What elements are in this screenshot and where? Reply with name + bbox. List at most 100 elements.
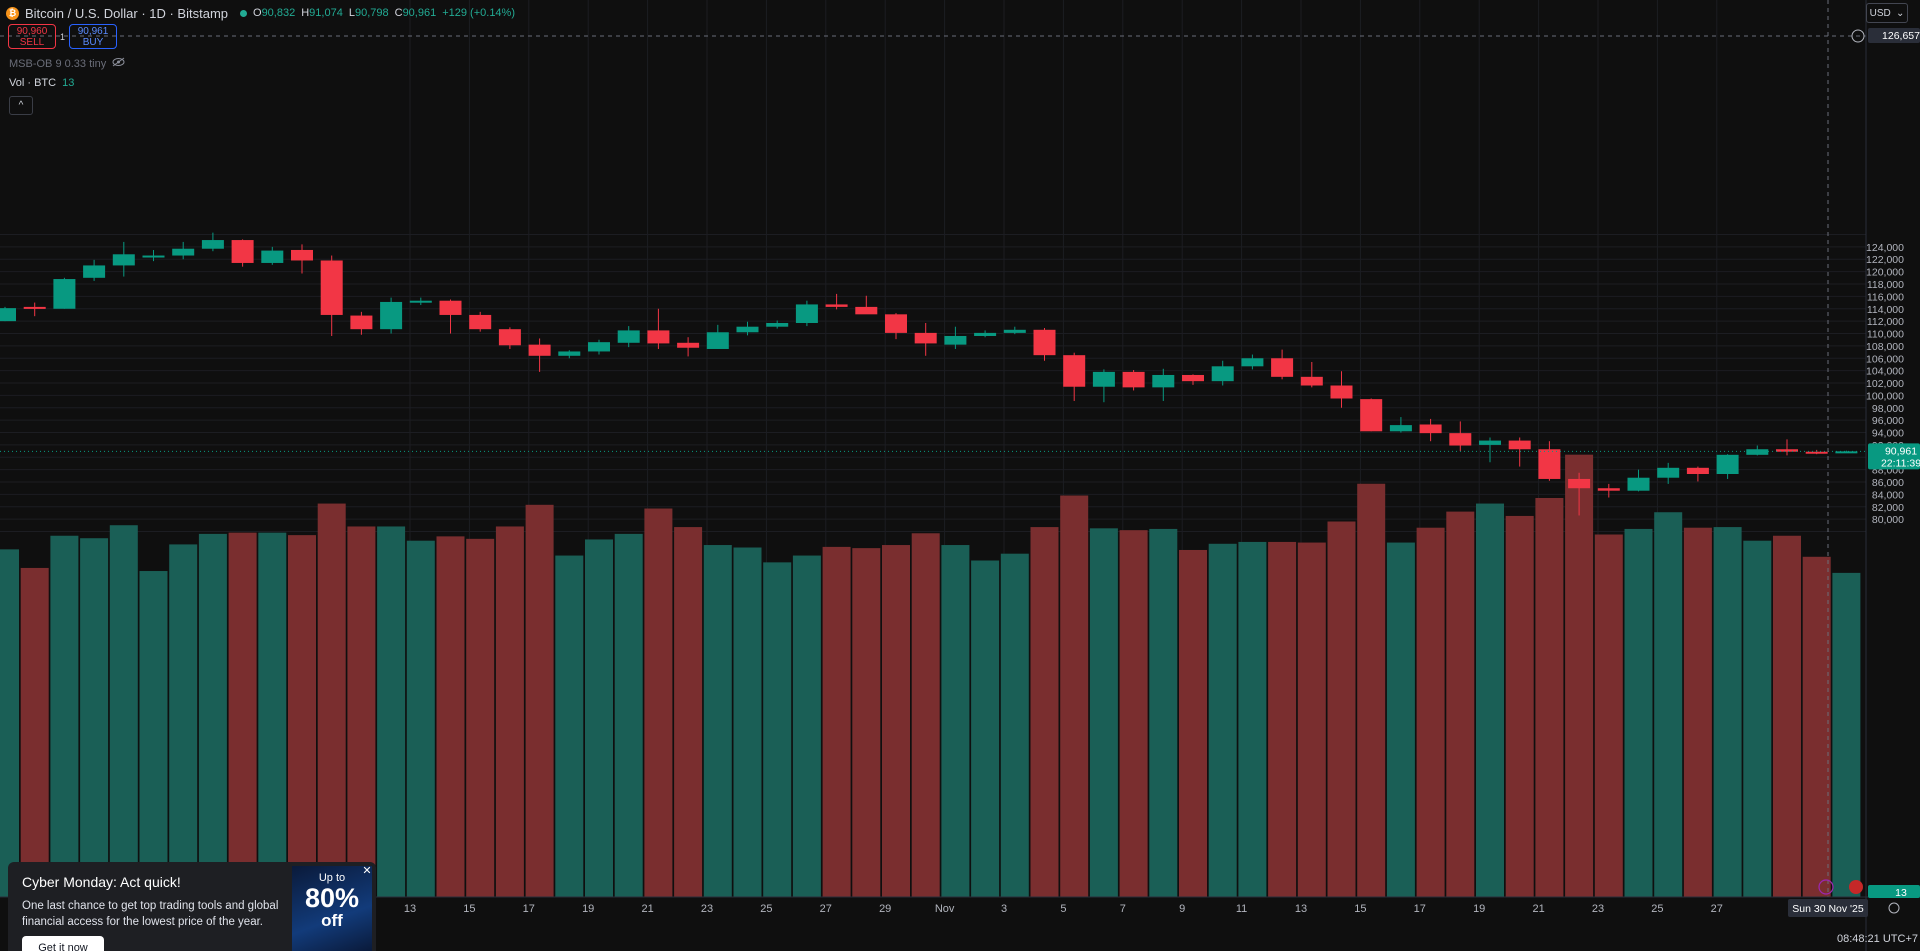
ohlc-close-key: C [394,7,403,19]
symbol-title[interactable]: Bitcoin / U.S. Dollar · 1D · Bitstamp [25,5,228,21]
price-tick-label: 120,000 [1866,267,1904,279]
volume-bar [763,562,792,897]
volume-bar [703,545,732,897]
candle-body [1271,358,1294,377]
indicator-volume[interactable]: Vol · BTC 13 [9,77,74,89]
volume-bar [0,549,19,897]
promo-cta-button[interactable]: Get it now [22,936,104,951]
candle-body [825,304,848,307]
candle-body [112,254,135,266]
candle-body [588,342,610,352]
volume-bar [495,526,524,897]
crosshair-date-label: Sun 30 Nov '25 [1788,899,1868,917]
close-icon[interactable]: ✕ [362,865,372,877]
volume-bar [1743,540,1772,897]
volume-bar [1179,549,1207,897]
promo-banner[interactable]: Cyber Monday: Act quick! One last chance… [8,862,376,951]
volume-bar [555,555,584,897]
price-tick-label: 82,000 [1872,502,1904,514]
time-tick-label: 17 [1414,903,1426,915]
volume-bar [882,545,910,897]
trade-panel: 90,960 SELL 1 90,961 BUY [8,24,118,49]
volume-bar [525,504,554,897]
candle-body [1776,449,1798,452]
volume-bar [1832,572,1861,897]
candle-body [1716,454,1739,475]
volume-bar [852,548,881,897]
volume-bar [347,526,376,897]
bitcoin-icon: ₿ [6,6,19,20]
candle-body [885,314,907,333]
settings-icon [1888,902,1900,914]
volume-bar [822,546,851,897]
time-tick-label: 15 [463,903,475,915]
eye-hidden-icon[interactable] [112,57,125,70]
chart-clock[interactable]: 08:48:21 UTC+7 [1836,933,1918,945]
candle-body [201,240,224,249]
price-tick-label: 104,000 [1866,366,1904,378]
volume-bar [198,533,227,897]
candle-body [261,250,284,263]
promo-badge-off: off [321,911,343,930]
candle-body [766,322,789,327]
volume-bar [288,535,316,897]
candle-body [1538,449,1561,479]
volume-bar [1565,454,1594,897]
ohlc-open-value: 90,832 [261,7,296,19]
time-tick-label: 27 [820,903,832,915]
time-tick-label: 27 [1711,903,1723,915]
price-tick-label: 94,000 [1872,428,1904,440]
currency-select[interactable]: USD ⌄ [1866,3,1908,23]
volume-bar [1386,542,1415,897]
us-flag-icon [1849,880,1863,894]
ohlc-close-value: 90,961 [402,7,437,19]
price-tick-label: 102,000 [1866,378,1904,390]
volume-bar [1505,515,1534,897]
volume-bar [614,533,643,897]
volume-bar [733,547,762,897]
candle-body [617,330,640,343]
candle-body [1805,451,1828,454]
candle-body [83,265,106,278]
add-alert-icon [1851,29,1865,43]
ohlc-low-key: L [348,7,355,19]
candle-body [944,335,967,345]
market-status-icon [240,9,247,17]
buy-button[interactable]: 90,961 BUY [69,24,118,49]
buy-price: 90,961 [77,26,109,37]
volume-bar [466,538,495,897]
volume-value: 13 [62,77,75,89]
volume-bar [139,571,168,897]
crosshair-price-label-bg [1868,28,1920,43]
volume-bar [1713,527,1742,897]
candle-body [350,315,373,330]
crosshair-date-bg [1788,899,1868,917]
candle-body [1449,433,1472,446]
candle-body [706,332,729,349]
candle-body [1241,358,1264,367]
ohlc-open-key: O [253,7,262,19]
chevron-down-icon: ⌄ [1895,7,1905,19]
price-tick-label: 116,000 [1867,291,1904,303]
indicator-msb-ob[interactable]: MSB-OB 9 0.33 tiny [9,57,125,70]
candle-body [1419,424,1442,434]
candle-body [1657,467,1680,478]
time-tick-label: 13 [404,903,416,915]
volume-bar [1416,527,1445,897]
collapse-legend-button[interactable]: ^ [9,96,33,115]
volume-bar [1357,483,1386,897]
candle-body [1508,440,1531,450]
candle-body [1033,329,1056,356]
candle-body [1211,366,1234,382]
volume-bar [941,545,970,897]
candle-body [469,314,492,330]
volume-bar [792,555,821,897]
volume-bar [1060,495,1089,897]
time-tick-label: 25 [1651,903,1663,915]
time-tick-label: 25 [760,903,772,915]
candle-body [1479,440,1501,445]
price-tick-label: 96,000 [1872,415,1904,427]
sell-button[interactable]: 90,960 SELL [8,24,56,49]
